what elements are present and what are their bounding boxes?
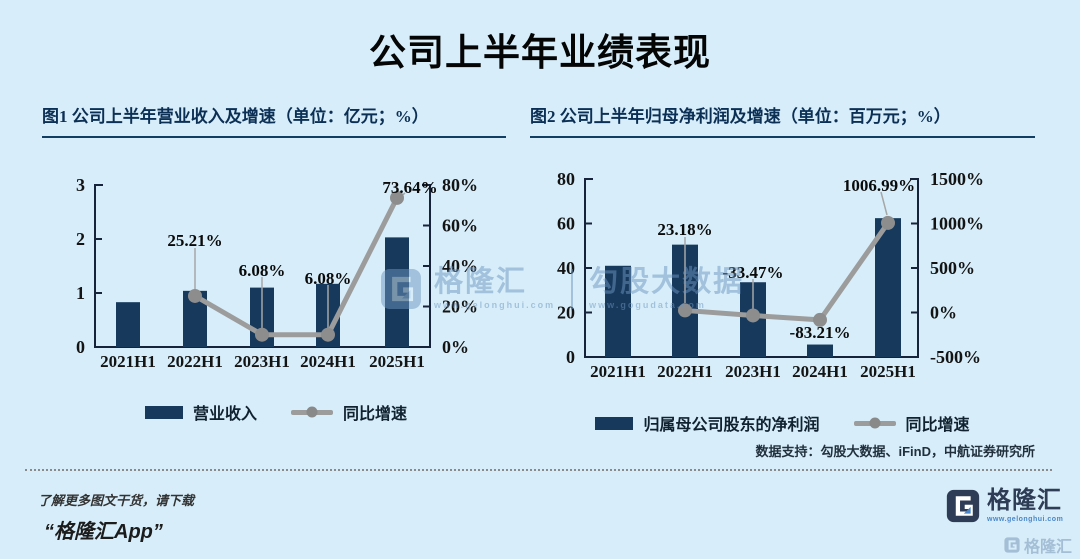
legend-bar-swatch <box>595 416 634 430</box>
left-axis-tick-label: 0 <box>566 347 575 367</box>
left-axis-tick-label: 1 <box>76 283 85 303</box>
line-point <box>746 308 760 323</box>
left-axis-tick-label: 3 <box>76 175 85 195</box>
footer-promo: 了解更多图文干货，请下载 “格隆汇App” <box>38 490 194 544</box>
right-axis-tick-label: 0% <box>930 303 957 323</box>
chart2-legend: 归属母公司股东的净利润 同比增速 <box>530 411 1035 435</box>
right-axis-tick-label: -500% <box>930 347 981 367</box>
line-point <box>321 327 335 342</box>
left-axis-tick-label: 20 <box>557 303 575 323</box>
legend-line-swatch <box>853 417 896 429</box>
legend-line-swatch <box>291 406 333 418</box>
line-point <box>255 327 269 342</box>
right-axis-tick-label: 80% <box>442 175 478 195</box>
chart1-legend: 营业收入 同比增速 <box>42 400 510 424</box>
right-axis-tick-label: 1500% <box>930 169 984 189</box>
category-label: 2022H1 <box>167 352 223 371</box>
revenue-combo-chart: 0 1 2 3 0% 20% 40% 60% 80% 2021H1 2022H1 2023H1 2024… <box>76 175 478 371</box>
gelonghui-logo: 格隆汇 www.gelonghui.com <box>946 489 1063 523</box>
category-label: 2023H1 <box>234 352 290 371</box>
growth-line <box>193 196 400 338</box>
point-value-label: 25.21% <box>167 231 222 250</box>
category-label: 2025H1 <box>369 352 425 371</box>
category-label: 2024H1 <box>792 362 848 381</box>
legend-label-growth-2: 同比增速 <box>905 417 970 434</box>
category-label: 2021H1 <box>590 362 646 381</box>
right-axis-tick-label: 40% <box>442 256 478 276</box>
point-value-label: 23.18% <box>657 220 712 239</box>
page-title: 公司上半年业绩表现 <box>369 32 711 73</box>
right-axis-tick-label: 60% <box>442 216 478 236</box>
label-leader-line <box>880 191 888 216</box>
legend-line-dot <box>869 417 880 429</box>
category-label: 2025H1 <box>860 362 916 381</box>
right-axis-tick-label: 1000% <box>930 214 984 234</box>
legend-bar-swatch <box>144 405 183 419</box>
left-axis-tick-label: 40 <box>557 258 575 278</box>
bar-2025H1 <box>385 237 409 347</box>
chart1-heading: 图1 公司上半年营业收入及增速（单位：亿元；%） <box>42 102 506 138</box>
promo-text: 了解更多图文干货，请下载 <box>38 493 195 508</box>
category-label: 2023H1 <box>725 362 781 381</box>
point-value-label: -33.47% <box>723 263 784 282</box>
gelonghui-logo-icon <box>946 489 980 523</box>
legend-line-dot <box>306 406 318 418</box>
legend-label-net-profit: 归属母公司股东的净利润 <box>643 417 820 434</box>
right-axis-tick-label: 20% <box>442 297 478 317</box>
left-axis-tick-label: 2 <box>76 229 85 249</box>
gelonghui-logo-icon <box>1004 537 1020 553</box>
bar-2025H1 <box>875 218 901 357</box>
left-axis-tick-label: 0 <box>76 337 85 357</box>
app-name-text: “格隆汇App” <box>44 521 163 543</box>
line-point <box>390 190 404 205</box>
point-value-label: 6.08% <box>305 269 352 288</box>
point-value-label: -83.21% <box>790 323 851 342</box>
dotted-separator <box>25 469 1052 471</box>
corner-watermark: 格隆汇 <box>1004 533 1072 557</box>
category-label: 2024H1 <box>300 352 356 371</box>
left-axis-tick-label: 60 <box>557 214 575 234</box>
legend-label-growth-1: 同比增速 <box>343 406 408 423</box>
right-axis-tick-label: 500% <box>930 258 975 278</box>
line-point <box>813 312 827 327</box>
net-profit-combo-chart: 0 20 40 60 80 -500% 0% 500% 1000% 1500% 2021H1 2022… <box>557 169 984 381</box>
corner-watermark-text: 格隆汇 <box>1024 539 1073 556</box>
brand-name-text: 格隆汇 <box>987 487 1062 514</box>
chart2-heading: 图2 公司上半年归母净利润及增速（单位：百万元；%） <box>530 102 1035 138</box>
line-point <box>678 303 692 318</box>
bar-2021H1 <box>116 302 140 347</box>
left-axis-tick-label: 80 <box>557 169 575 189</box>
point-value-label: 73.64% <box>382 178 437 197</box>
point-value-label: 1006.99% <box>843 176 915 195</box>
category-label: 2022H1 <box>657 362 713 381</box>
bar-2021H1 <box>605 265 631 357</box>
right-axis-tick-label: 0% <box>442 337 469 357</box>
legend-label-revenue: 营业收入 <box>192 406 257 423</box>
line-point <box>881 215 895 230</box>
data-source-note: 数据支持：勾股大数据、iFinD，中航证券研究所 <box>755 444 1036 459</box>
point-value-label: 6.08% <box>239 261 286 280</box>
category-label: 2021H1 <box>100 352 156 371</box>
line-point <box>188 288 202 303</box>
brand-url-text: www.gelonghui.com <box>987 516 1064 523</box>
growth-line <box>684 221 891 323</box>
bar-2024H1 <box>807 344 833 357</box>
